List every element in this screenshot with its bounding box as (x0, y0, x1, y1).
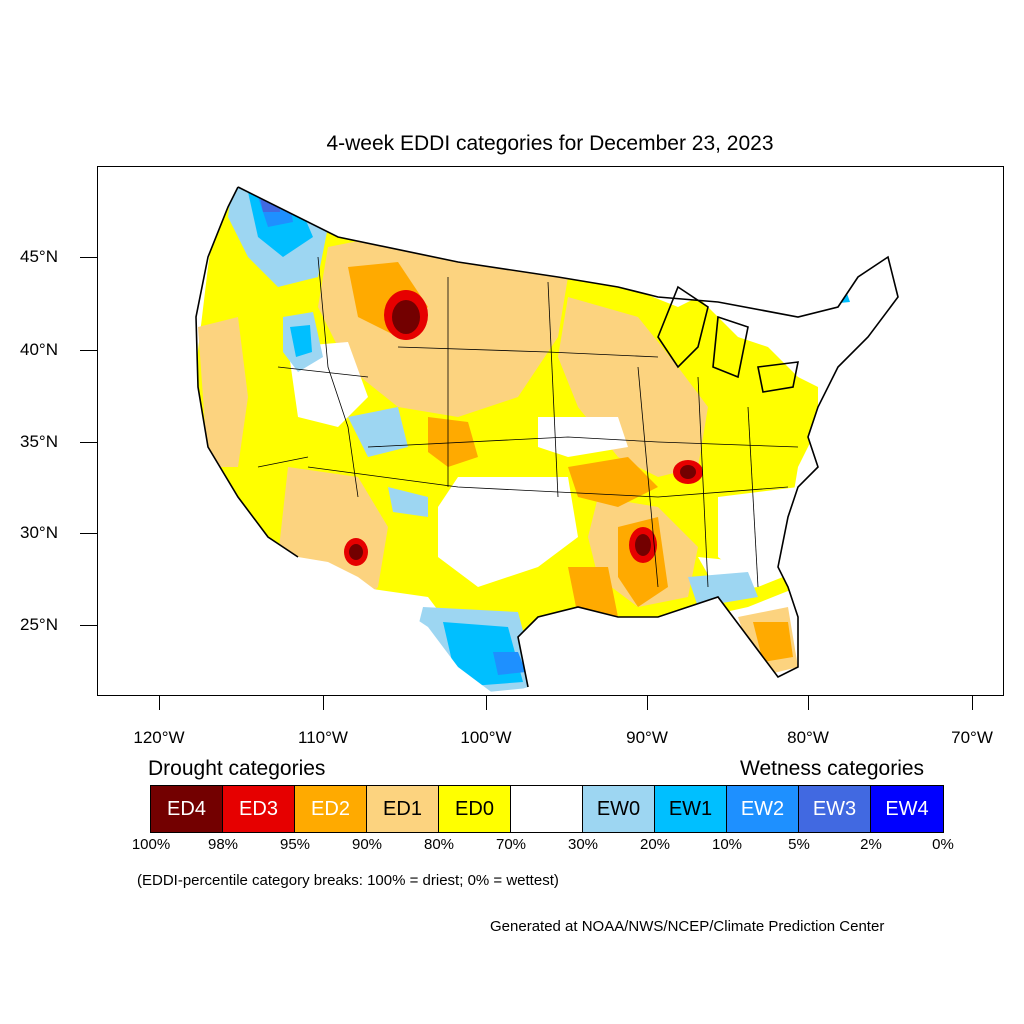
legend-swatch-ew2: EW2 (727, 786, 799, 832)
lat-label-30: 30°N (20, 523, 58, 542)
credit-line: Generated at NOAA/NWS/NCEP/Climate Predi… (490, 918, 885, 935)
legend-swatch-ed2: ED2 (295, 786, 367, 832)
lon-label-80: 80°W (787, 728, 829, 747)
lon-tick (647, 696, 648, 710)
color-legend: ED4 ED3 ED2 ED1 ED0 EW0 EW1 EW2 EW3 EW4 (150, 785, 944, 833)
percentile-label: 2% (860, 836, 882, 853)
legend-swatch-ed1: ED1 (367, 786, 439, 832)
lat-label-35: 35°N (20, 432, 58, 451)
category-note: (EDDI-percentile category breaks: 100% =… (137, 872, 559, 889)
lon-label-110: 110°W (298, 728, 348, 747)
lon-tick (159, 696, 160, 710)
legend-swatch-normal (511, 786, 583, 832)
percentile-label: 80% (423, 836, 455, 853)
lat-label-25: 25°N (20, 615, 58, 634)
percentile-label: 90% (351, 836, 383, 853)
drought-heading: Drought categories (148, 757, 326, 780)
lon-tick (323, 696, 324, 710)
lat-tick (80, 442, 97, 443)
legend-swatch-ew1: EW1 (655, 786, 727, 832)
state-borders (257, 256, 799, 588)
lat-label-45: 45°N (20, 247, 58, 266)
map-panel (97, 166, 1004, 696)
wetness-heading: Wetness categories (740, 757, 925, 780)
lon-tick (808, 696, 809, 710)
lon-tick (486, 696, 487, 710)
lon-tick (972, 696, 973, 710)
lon-label-120: 120°W (133, 728, 185, 747)
percentile-label: 0% (932, 836, 954, 853)
legend-swatch-ew0: EW0 (583, 786, 655, 832)
percentile-label: 10% (711, 836, 743, 853)
lon-label-100: 100°W (460, 728, 512, 747)
legend-swatch-ed3: ED3 (223, 786, 295, 832)
eddi-map (98, 167, 1003, 695)
outside-mask (98, 167, 1003, 695)
lat-label-40: 40°N (20, 340, 58, 359)
legend-swatch-ed0: ED0 (439, 786, 511, 832)
lat-tick (80, 350, 97, 351)
percentile-label: 95% (279, 836, 311, 853)
lat-tick (80, 625, 97, 626)
percentile-label: 20% (639, 836, 671, 853)
legend-swatch-ed4: ED4 (151, 786, 223, 832)
category-fields (196, 177, 858, 695)
percentile-label: 100% (131, 836, 171, 853)
percentile-label: 5% (788, 836, 810, 853)
map-outlines (195, 186, 899, 688)
legend-swatch-ew3: EW3 (799, 786, 871, 832)
legend-swatch-ew4: EW4 (871, 786, 943, 832)
lon-label-90: 90°W (626, 728, 668, 747)
lat-tick (80, 533, 97, 534)
lat-tick (80, 257, 97, 258)
percentile-label: 30% (567, 836, 599, 853)
map-title: 4-week EDDI categories for December 23, … (326, 132, 774, 155)
lon-label-70: 70°W (951, 728, 993, 747)
percentile-label: 70% (495, 836, 527, 853)
percentile-label: 98% (207, 836, 239, 853)
